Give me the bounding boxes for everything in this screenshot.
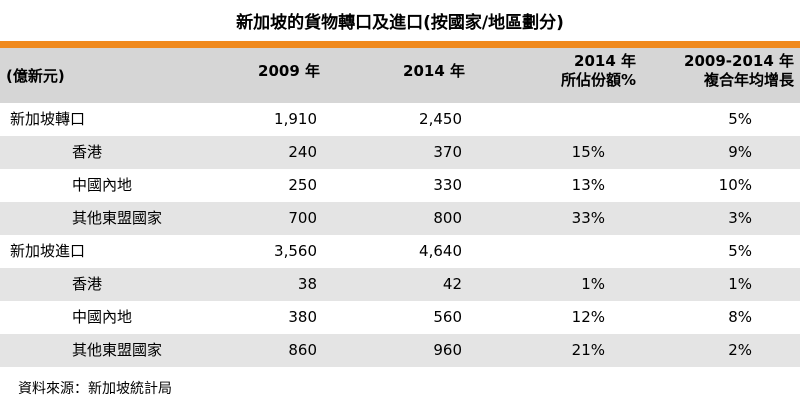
- header-share-line2: 所佔份額%: [560, 71, 636, 89]
- cell-2014: 560: [433, 308, 462, 326]
- cell-2009: 38: [297, 275, 317, 293]
- table-row: 中國內地 380 560 12% 8%: [0, 301, 800, 334]
- row-label: 香港: [72, 143, 103, 161]
- header-2014: 2014 年: [403, 62, 465, 80]
- table-row: 新加坡進口 3,560 4,640 5%: [0, 235, 800, 268]
- row-label: 中國內地: [72, 176, 133, 194]
- cell-2009: 380: [288, 308, 317, 326]
- table-row: 中國內地 250 330 13% 10%: [0, 169, 800, 202]
- cell-2009: 240: [288, 143, 317, 161]
- cell-cagr: 1%: [728, 275, 752, 293]
- cell-2014: 4,640: [419, 242, 462, 260]
- header-cagr-line1: 2009-2014 年: [684, 52, 794, 70]
- table-row: 其他東盟國家 700 800 33% 3%: [0, 202, 800, 235]
- table-row: 其他東盟國家 860 960 21% 2%: [0, 334, 800, 367]
- table-title: 新加坡的貨物轉口及進口(按國家/地區劃分): [236, 13, 564, 33]
- cell-cagr: 2%: [728, 341, 752, 359]
- row-label: 中國內地: [72, 308, 133, 326]
- row-label: 其他東盟國家: [72, 209, 163, 227]
- accent-bar: [0, 41, 800, 48]
- cell-2014: 370: [433, 143, 462, 161]
- cell-2009: 700: [288, 209, 317, 227]
- cell-2009: 1,910: [274, 110, 317, 128]
- table-row: 新加坡轉口 1,910 2,450 5%: [0, 103, 800, 136]
- table-row: 香港 240 370 15% 9%: [0, 136, 800, 169]
- source-note: 資料來源：新加坡統計局: [18, 381, 172, 397]
- cell-2014: 42: [442, 275, 462, 293]
- row-label: 其他東盟國家: [72, 341, 163, 359]
- header-share: 2014 年 所佔份額%: [510, 52, 636, 90]
- cell-2014: 800: [433, 209, 462, 227]
- cell-share: 21%: [571, 341, 605, 359]
- header-unit: (億新元): [6, 67, 65, 85]
- cell-2014: 2,450: [419, 110, 462, 128]
- cell-share: 12%: [571, 308, 605, 326]
- header-2009: 2009 年: [258, 62, 320, 80]
- cell-share: 13%: [571, 176, 605, 194]
- cell-share: 1%: [581, 275, 605, 293]
- table-row: 香港 38 42 1% 1%: [0, 268, 800, 301]
- cell-cagr: 9%: [728, 143, 752, 161]
- header-share-line1: 2014 年: [574, 52, 636, 70]
- cell-cagr: 10%: [718, 176, 752, 194]
- cell-2014: 960: [433, 341, 462, 359]
- cell-cagr: 5%: [728, 110, 752, 128]
- cell-cagr: 8%: [728, 308, 752, 326]
- row-label: 香港: [72, 275, 103, 293]
- cell-cagr: 5%: [728, 242, 752, 260]
- header-cagr-line2: 複合年均增長: [703, 71, 794, 89]
- cell-2009: 3,560: [274, 242, 317, 260]
- table-header: (億新元) 2009 年 2014 年 2014 年 所佔份額% 2009-20…: [0, 48, 800, 103]
- row-label: 新加坡進口: [10, 242, 86, 260]
- cell-2009: 250: [288, 176, 317, 194]
- header-cagr: 2009-2014 年 複合年均增長: [650, 52, 794, 90]
- cell-share: 33%: [571, 209, 605, 227]
- row-label: 新加坡轉口: [10, 110, 86, 128]
- cell-2009: 860: [288, 341, 317, 359]
- table-body: 新加坡轉口 1,910 2,450 5% 香港 240 370 15% 9% 中…: [0, 103, 800, 367]
- cell-share: 15%: [571, 143, 605, 161]
- cell-cagr: 3%: [728, 209, 752, 227]
- cell-2014: 330: [433, 176, 462, 194]
